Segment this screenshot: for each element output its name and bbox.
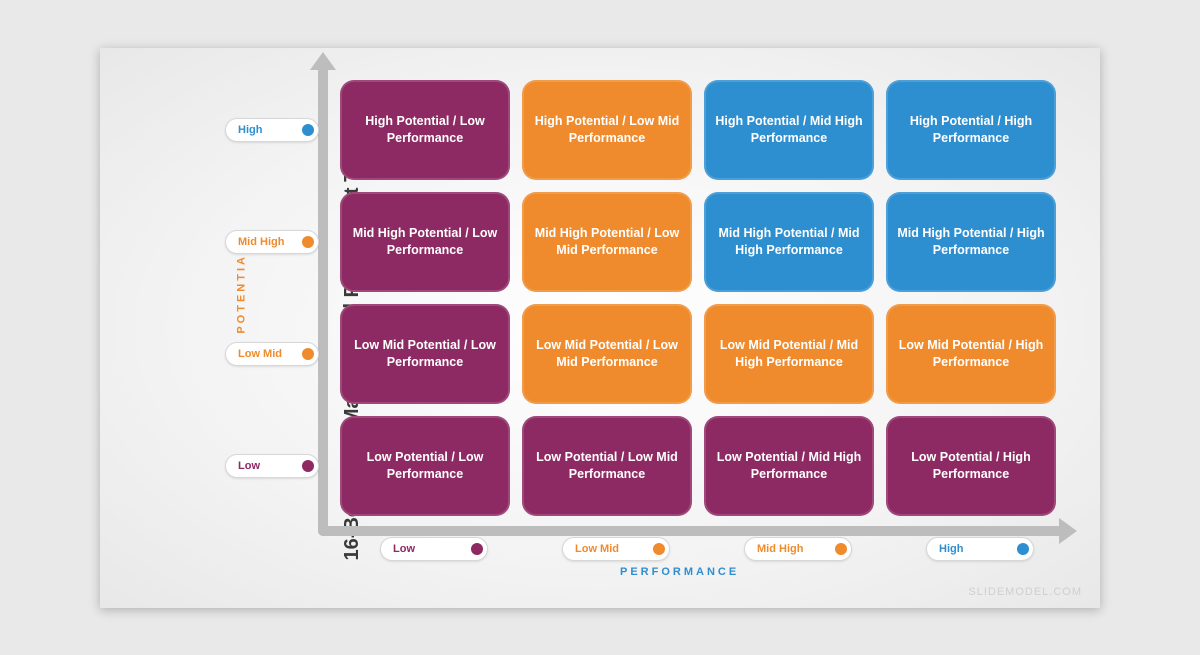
- y-axis-arrow: [318, 66, 328, 536]
- y-tick-low: Low: [225, 454, 319, 478]
- y-axis-label: POTENTIAL: [236, 244, 248, 333]
- x-axis-arrow: [318, 526, 1063, 536]
- matrix-cell-r0-c1: High Potential / Low Mid Performance: [522, 80, 692, 180]
- matrix-cell-r1-c2: Mid High Potential / Mid High Performanc…: [704, 192, 874, 292]
- y-tick-mid-high: Mid High: [225, 230, 319, 254]
- x-tick-high: High: [926, 537, 1034, 561]
- matrix-cell-r2-c1: Low Mid Potential / Low Mid Performance: [522, 304, 692, 404]
- matrix-cell-r1-c3: Mid High Potential / High Performance: [886, 192, 1056, 292]
- x-tick-low: Low: [380, 537, 488, 561]
- matrix-cell-r3-c0: Low Potential / Low Performance: [340, 416, 510, 516]
- matrix-cell-r0-c3: High Potential / High Performance: [886, 80, 1056, 180]
- matrix-cell-r3-c2: Low Potential / Mid High Performance: [704, 416, 874, 516]
- x-tick-mid-high: Mid High: [744, 537, 852, 561]
- matrix-cell-r3-c1: Low Potential / Low Mid Performance: [522, 416, 692, 516]
- matrix-cell-r1-c1: Mid High Potential / Low Mid Performance: [522, 192, 692, 292]
- matrix-cell-r0-c2: High Potential / Mid High Performance: [704, 80, 874, 180]
- matrix-cell-r2-c3: Low Mid Potential / High Performance: [886, 304, 1056, 404]
- watermark: SLIDEMODEL.COM: [968, 586, 1082, 598]
- matrix-cell-r2-c0: Low Mid Potential / Low Performance: [340, 304, 510, 404]
- matrix-cell-r0-c0: High Potential / Low Performance: [340, 80, 510, 180]
- matrix-grid: High Potential / Low PerformanceHigh Pot…: [340, 80, 1056, 516]
- matrix-cell-r3-c3: Low Potential / High Performance: [886, 416, 1056, 516]
- x-tick-low-mid: Low Mid: [562, 537, 670, 561]
- matrix-cell-r1-c0: Mid High Potential / Low Performance: [340, 192, 510, 292]
- y-tick-low-mid: Low Mid: [225, 342, 319, 366]
- y-tick-high: High: [225, 118, 319, 142]
- x-axis-label: PERFORMANCE: [620, 566, 739, 578]
- slide: 16-Box Talent Matrix Model PowerPoint Te…: [100, 48, 1100, 608]
- matrix-cell-r2-c2: Low Mid Potential / Mid High Performance: [704, 304, 874, 404]
